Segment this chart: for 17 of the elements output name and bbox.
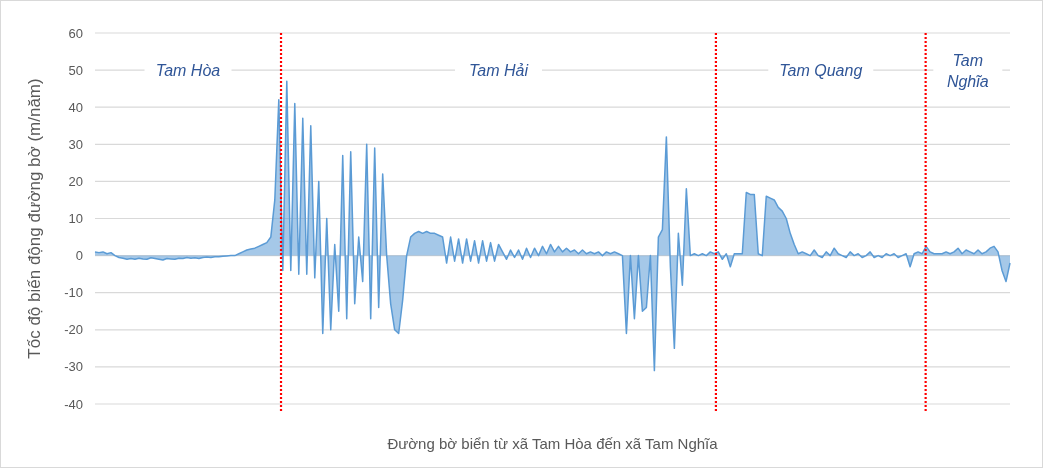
annotation: Tam Quang: [779, 61, 863, 79]
y-tick-label: 0: [75, 248, 83, 264]
annotation: Tam Nghĩa: [946, 51, 989, 90]
y-tick-label: 60: [68, 25, 83, 41]
x-axis-title: Đường bờ biển từ xã Tam Hòa đến xã Tam Nghĩa: [387, 435, 719, 452]
y-tick-label: 30: [68, 136, 83, 152]
annotation: Tam Hải: [468, 61, 529, 79]
y-tick-label: 10: [68, 211, 83, 227]
y-axis-title: Tốc độ biến động đường bờ (m/năm): [25, 78, 44, 359]
annotation: Tam Hòa: [155, 61, 221, 79]
y-tick-label: -20: [64, 322, 83, 338]
y-tick-label: -40: [64, 396, 83, 412]
y-tick-label: 40: [68, 99, 83, 115]
y-tick-label: 20: [68, 173, 83, 189]
y-tick-label: -10: [64, 285, 83, 301]
y-tick-label: -30: [64, 359, 83, 375]
y-tick-label: 50: [68, 62, 83, 78]
